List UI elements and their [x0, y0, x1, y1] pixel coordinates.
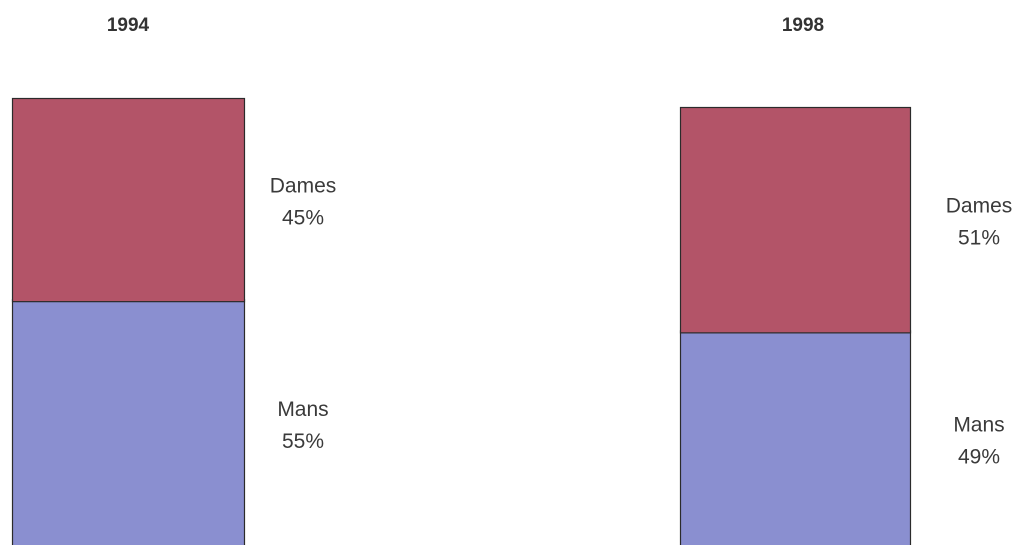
segment-value-label-dames-1994: 45%: [282, 207, 324, 230]
segment-value-label-mans-1994: 55%: [282, 430, 324, 453]
segment-name-label-mans-1994: Mans: [277, 398, 328, 421]
segment-name-label-mans-1998: Mans: [953, 414, 1004, 437]
bar-segment-mans-1994: [11, 299, 246, 545]
segment-value-label-mans-1998: 49%: [958, 446, 1000, 469]
segment-name-label-dames-1998: Dames: [946, 195, 1013, 218]
bar-title-1994: 1994: [107, 15, 150, 36]
bar-segment-dames-1998: [679, 106, 912, 334]
bar-segment-dames-1994: [11, 97, 246, 303]
bar-title-1998: 1998: [782, 15, 824, 36]
bar-segment-mans-1998: [679, 330, 912, 545]
segment-value-label-dames-1998: 51%: [958, 227, 1000, 250]
segment-name-label-dames-1994: Dames: [270, 175, 337, 198]
